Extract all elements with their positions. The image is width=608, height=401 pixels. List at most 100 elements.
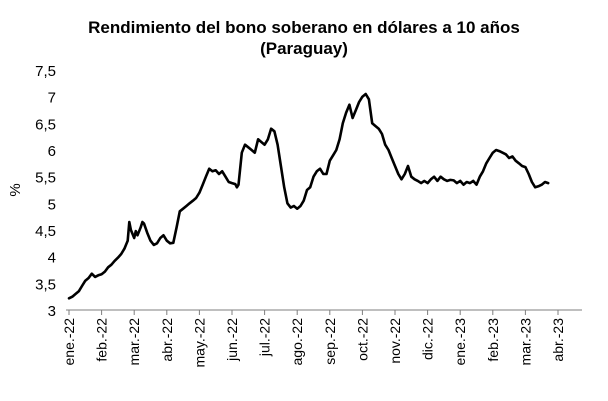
data-point — [176, 226, 178, 228]
data-point — [293, 205, 295, 207]
data-point — [303, 200, 305, 202]
data-point — [508, 157, 510, 159]
data-point — [570, 0, 572, 1]
data-point — [397, 173, 399, 175]
data-point — [277, 144, 279, 146]
data-point — [202, 184, 204, 186]
x-tick-label: abr.-22 — [159, 318, 175, 362]
data-point — [528, 173, 530, 175]
data-point — [244, 144, 246, 146]
data-point — [381, 133, 383, 135]
data-point — [247, 146, 249, 148]
data-point — [117, 257, 119, 259]
data-point — [313, 176, 315, 178]
data-point — [159, 237, 161, 239]
data-point — [316, 170, 318, 172]
y-ticks: 3 3,5 4 4,5 5 5,5 6 6,5 7 7,5 — [35, 63, 56, 320]
data-point — [270, 128, 272, 130]
x-tick-label: nov.-22 — [387, 318, 403, 364]
data-point — [489, 157, 491, 159]
data-point — [91, 273, 93, 275]
data-point — [153, 244, 155, 246]
data-point — [283, 186, 285, 188]
data-point — [286, 202, 288, 204]
data-point — [329, 160, 331, 162]
data-point — [97, 274, 99, 276]
x-tick-label: ago.-22 — [289, 318, 305, 366]
data-point — [185, 205, 187, 207]
y-tick-label: 3,5 — [35, 276, 56, 293]
data-point — [78, 290, 80, 292]
data-point — [198, 192, 200, 194]
data-point — [550, 0, 552, 1]
data-point — [446, 180, 448, 182]
data-point — [482, 170, 484, 172]
data-point — [172, 242, 174, 244]
data-point — [537, 185, 539, 187]
data-point — [358, 101, 360, 103]
data-point — [518, 162, 520, 164]
y-tick-label: 7,5 — [35, 63, 56, 80]
data-point — [335, 149, 337, 151]
data-point — [456, 182, 458, 184]
data-point — [104, 271, 106, 273]
x-tick-label: ene.-23 — [452, 318, 468, 366]
data-point — [544, 181, 546, 183]
data-point — [120, 253, 122, 255]
data-point — [414, 178, 416, 180]
data-point — [130, 229, 132, 231]
x-tick-label: may.-22 — [191, 318, 207, 368]
data-point — [81, 285, 83, 287]
data-point — [264, 144, 266, 146]
data-point — [234, 183, 236, 185]
data-point — [221, 170, 223, 172]
data-point — [163, 234, 165, 236]
data-point — [498, 150, 500, 152]
data-point — [391, 157, 393, 159]
y-tick-label: 5 — [48, 196, 56, 213]
data-point — [502, 152, 504, 154]
data-point — [387, 149, 389, 151]
data-point — [547, 182, 549, 184]
data-point — [280, 165, 282, 167]
data-point — [515, 160, 517, 162]
data-point — [339, 138, 341, 140]
data-point — [433, 176, 435, 178]
data-point — [88, 277, 90, 279]
data-point — [485, 162, 487, 164]
y-tick-label: 4 — [48, 250, 56, 267]
data-point — [472, 180, 474, 182]
data-point — [192, 200, 194, 202]
y-axis-label: % — [7, 183, 24, 196]
x-tick-label: ene.-22 — [61, 318, 77, 366]
data-point — [133, 237, 135, 239]
x-tick-label: mar.-22 — [126, 318, 142, 366]
x-tick-label: feb.-22 — [94, 318, 110, 362]
data-point — [531, 181, 533, 183]
data-point — [449, 179, 451, 181]
chart-subtitle: (Paraguay) — [260, 39, 348, 58]
data-point — [423, 180, 425, 182]
data-point — [401, 178, 403, 180]
data-point — [231, 182, 233, 184]
data-point — [427, 182, 429, 184]
data-point — [141, 221, 143, 223]
data-point — [107, 266, 109, 268]
y-tick-label: 6 — [48, 143, 56, 160]
data-point — [466, 181, 468, 183]
data-point — [195, 197, 197, 199]
data-point — [114, 260, 116, 262]
series-line-yield — [67, 92, 550, 300]
data-point — [534, 186, 536, 188]
data-point — [236, 186, 238, 188]
data-point — [208, 168, 210, 170]
y-tick-label: 5,5 — [35, 170, 56, 187]
data-point — [332, 154, 334, 156]
data-point — [567, 0, 569, 1]
data-point — [182, 208, 184, 210]
data-point — [384, 144, 386, 146]
data-point — [166, 240, 168, 242]
data-point — [462, 184, 464, 186]
data-point — [348, 104, 350, 106]
